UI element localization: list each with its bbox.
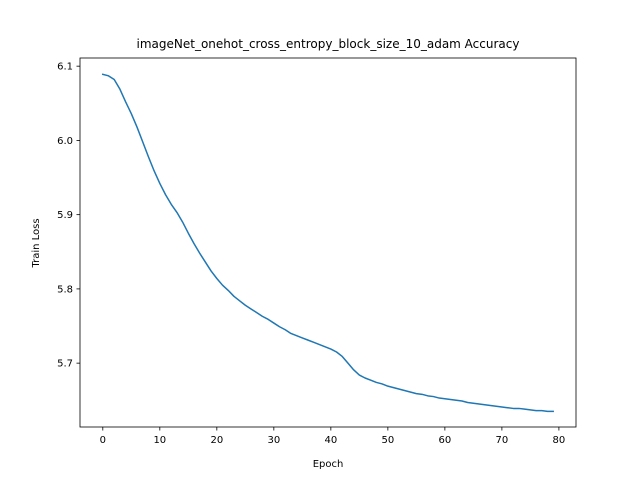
chart-title: imageNet_onehot_cross_entropy_block_size…: [137, 37, 520, 51]
y-tick-label: 5.9: [57, 210, 73, 221]
y-tick-label: 5.7: [57, 359, 73, 370]
y-axis-label: Train Loss: [31, 218, 42, 268]
x-axis: 0 10 20 30 40 50 60 70 80: [100, 427, 566, 446]
x-tick-label: 50: [381, 435, 394, 446]
plot-area: [79, 57, 577, 428]
x-tick-label: 40: [324, 435, 337, 446]
y-tick-label: 6.0: [57, 136, 73, 147]
series-line: [101, 73, 554, 413]
y-axis: 5.7 5.8 5.9 6.0 6.1: [57, 62, 80, 370]
x-tick-label: 20: [210, 435, 223, 446]
x-tick-label: 80: [553, 435, 566, 446]
x-tick-label: 60: [439, 435, 452, 446]
y-tick-label: 5.8: [57, 284, 73, 295]
axes-frame: [79, 57, 577, 428]
x-tick-label: 10: [153, 435, 166, 446]
x-axis-label: Epoch: [313, 459, 344, 470]
x-tick-label: 30: [267, 435, 280, 446]
y-tick-label: 6.1: [57, 62, 73, 73]
x-tick-label: 70: [496, 435, 509, 446]
x-tick-label: 0: [100, 435, 106, 446]
